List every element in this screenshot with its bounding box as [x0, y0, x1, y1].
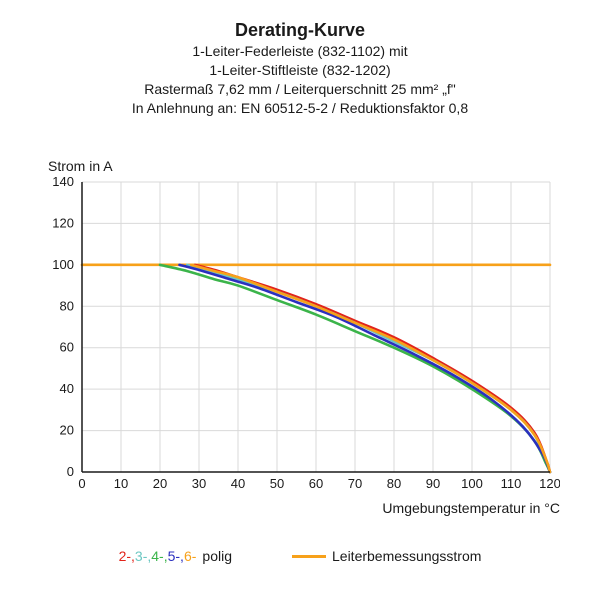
- chart: 0 10 20 30 40 50 60 70 80 90 100 110 120 0 20 40 60 80 100…: [40, 176, 560, 496]
- x-tick-label: 70: [348, 476, 362, 491]
- x-tick-label: 120: [539, 476, 560, 491]
- series-6-polig: [191, 265, 550, 472]
- legend-polig-2: 2-,: [119, 548, 135, 564]
- y-tick-label: 80: [60, 298, 74, 313]
- series-2-polig: [195, 265, 550, 472]
- chart-title: Derating-Kurve: [0, 18, 600, 42]
- series-3-polig: [187, 265, 550, 472]
- y-tick-label: 60: [60, 340, 74, 355]
- x-tick-label: 40: [231, 476, 245, 491]
- chart-subtitle-4: In Anlehnung an: EN 60512-5-2 / Reduktio…: [0, 99, 600, 118]
- legend: 2-, 3-, 4-, 5-, 6- polig Leiterbemessung…: [0, 548, 600, 564]
- x-tick-label: 100: [461, 476, 483, 491]
- chart-subtitle-3: Rastermaß 7,62 mm / Leiterquerschnitt 25…: [0, 80, 600, 99]
- y-tick-label: 120: [52, 215, 74, 230]
- chart-svg: 0 10 20 30 40 50 60 70 80 90 100 110 120 0 20 40 60 80 100…: [40, 176, 560, 496]
- legend-polig-suffix: polig: [202, 548, 232, 564]
- x-tick-label: 80: [387, 476, 401, 491]
- y-tick-label: 140: [52, 176, 74, 189]
- page: Derating-Kurve 1-Leiter-Federleiste (832…: [0, 0, 600, 600]
- x-tick-label: 20: [153, 476, 167, 491]
- chart-subtitle-2: 1-Leiter-Stiftleiste (832-1202): [0, 61, 600, 80]
- titles: Derating-Kurve 1-Leiter-Federleiste (832…: [0, 0, 600, 118]
- x-tick-label: 90: [426, 476, 440, 491]
- y-tick-label: 100: [52, 257, 74, 272]
- series-5-polig: [180, 265, 551, 472]
- y-tick-label: 0: [67, 464, 74, 479]
- y-axis-label: Strom in A: [48, 158, 113, 174]
- x-tick-label: 50: [270, 476, 284, 491]
- x-axis-label: Umgebungstemperatur in °C: [382, 500, 560, 516]
- legend-polig: 2-, 3-, 4-, 5-, 6- polig: [119, 548, 232, 564]
- legend-rated-label: Leiterbemessungsstrom: [332, 548, 481, 564]
- legend-polig-4: 4-,: [151, 548, 167, 564]
- legend-rated: Leiterbemessungsstrom: [292, 548, 481, 564]
- x-tick-label: 30: [192, 476, 206, 491]
- y-tick-label: 20: [60, 423, 74, 438]
- x-tick-label: 60: [309, 476, 323, 491]
- x-tick-label: 10: [114, 476, 128, 491]
- x-tick-label: 0: [78, 476, 85, 491]
- legend-rated-swatch: [292, 555, 326, 558]
- legend-polig-3: 3-,: [135, 548, 151, 564]
- legend-polig-5: 5-,: [168, 548, 184, 564]
- chart-subtitle-1: 1-Leiter-Federleiste (832-1102) mit: [0, 42, 600, 61]
- legend-polig-6: 6-: [184, 548, 196, 564]
- y-tick-label: 40: [60, 381, 74, 396]
- x-tick-label: 110: [501, 476, 522, 491]
